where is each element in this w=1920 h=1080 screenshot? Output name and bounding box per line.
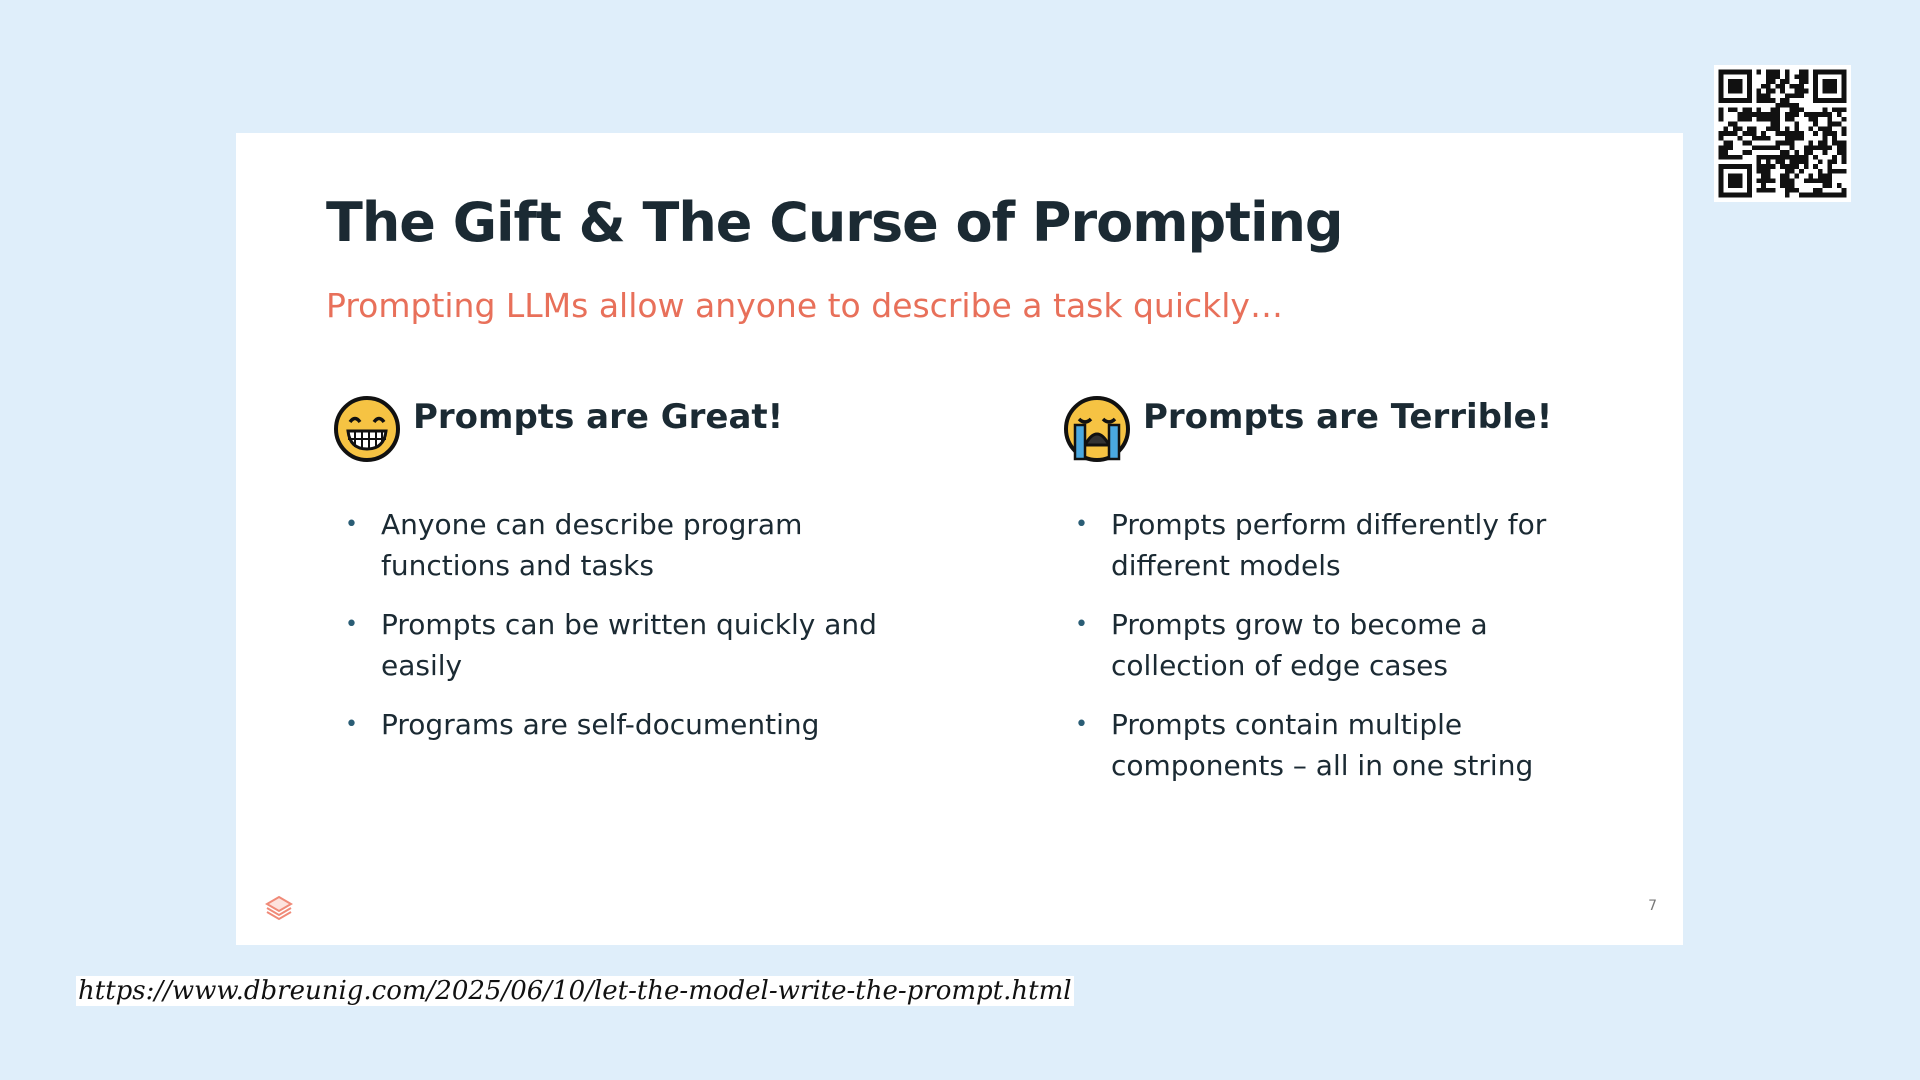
list-item: • Prompts grow to become a collection of … <box>1075 608 1488 682</box>
stacked-layers-logo-icon <box>265 895 293 921</box>
cons-list: • Prompts perform differently for differe… <box>1063 504 1623 786</box>
list-item: • Anyone can describe program functions a… <box>345 508 803 582</box>
slide: The Gift & The Curse of Prompting Prompt… <box>236 133 1683 945</box>
pros-list: • Anyone can describe program functions a… <box>333 504 893 745</box>
pros-column: Prompts are Great! • Anyone can describe … <box>333 395 893 763</box>
list-item: • Prompts contain multiple components – a… <box>1075 708 1534 782</box>
pros-heading: Prompts are Great! <box>413 397 784 437</box>
qr-code-icon[interactable] <box>1714 65 1851 202</box>
crying-face-emoji-icon <box>1064 396 1130 462</box>
cons-column: Prompts are Terrible! • Prompts perform d… <box>1063 395 1623 804</box>
cons-heading: Prompts are Terrible! <box>1143 397 1553 437</box>
grinning-face-emoji-icon <box>334 396 400 462</box>
list-item: • Prompts can be written quickly and easi… <box>345 608 877 682</box>
list-item: • Programs are self-documenting <box>345 708 820 741</box>
slide-subtitle: Prompting LLMs allow anyone to describe … <box>326 286 1283 325</box>
slide-title: The Gift & The Curse of Prompting <box>326 191 1344 254</box>
list-item: • Prompts perform differently for differe… <box>1075 508 1547 582</box>
source-url[interactable]: https://www.dbreunig.com/2025/06/10/let-… <box>76 976 1074 1006</box>
page-number: 7 <box>1648 898 1657 914</box>
